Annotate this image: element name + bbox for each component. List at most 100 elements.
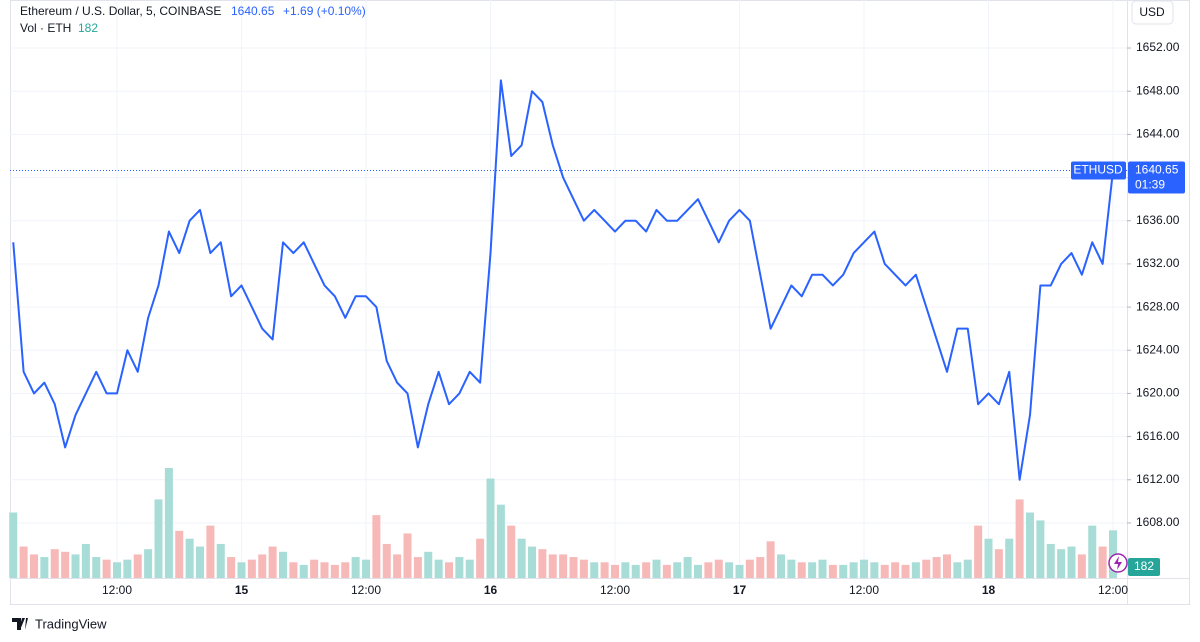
volume-bar — [1088, 525, 1097, 578]
volume-bar — [984, 538, 993, 578]
volume-bar — [206, 525, 215, 578]
volume-bar — [61, 551, 70, 578]
volume-bar — [974, 525, 983, 578]
volume-bar — [424, 551, 433, 578]
footer-brand: TradingView — [35, 616, 107, 631]
volume-bar — [756, 557, 765, 578]
volume-bar — [901, 564, 910, 578]
volume-bar — [1098, 546, 1107, 578]
x-tick-label: 18 — [982, 583, 996, 597]
volume-bar — [310, 559, 319, 578]
y-tick-label: 1652.00 — [1136, 40, 1180, 54]
volume-tag-label: 182 — [1134, 559, 1154, 573]
volume-bar — [40, 557, 49, 578]
volume-bar — [631, 564, 640, 578]
x-tick-label: 16 — [484, 583, 498, 597]
volume-bar — [455, 557, 464, 578]
volume-title: Vol · ETH — [20, 21, 71, 35]
volume-bar — [517, 538, 526, 578]
y-tick-label: 1608.00 — [1136, 515, 1180, 529]
volume-bar — [237, 562, 246, 578]
volume-bar — [528, 546, 536, 578]
volume-bar — [860, 559, 868, 578]
volume-bar — [745, 559, 754, 578]
volume-bar — [538, 549, 547, 578]
price-change: +1.69 (+0.10%) — [283, 4, 366, 18]
volume-value: 182 — [78, 21, 98, 35]
volume-bar — [828, 564, 837, 578]
volume-bar — [320, 562, 329, 578]
x-tick-label: 15 — [235, 583, 249, 597]
volume-bar — [922, 559, 931, 578]
y-tick-label: 1648.00 — [1136, 83, 1180, 97]
volume-bar — [144, 549, 153, 578]
volume-bar — [507, 525, 516, 578]
currency-label[interactable]: USD — [1139, 5, 1165, 19]
volume-bar — [258, 554, 267, 578]
volume-bar — [123, 559, 132, 578]
volume-bar — [953, 562, 962, 578]
volume-bar — [579, 559, 588, 578]
volume-bar — [1109, 530, 1117, 578]
y-tick-label: 1620.00 — [1136, 386, 1180, 400]
volume-bar — [382, 543, 391, 578]
axes: 1608.00 1612.00 1616.00 1620.00 1624.00 1628.… — [102, 40, 1185, 597]
volume-bar — [196, 546, 204, 578]
volume-bar — [413, 557, 422, 578]
volume-bar — [704, 562, 713, 578]
volume-bar — [1026, 512, 1034, 578]
volume-bar — [911, 562, 920, 578]
chart-frame — [10, 0, 1190, 605]
volume-bar — [590, 562, 599, 578]
volume-bar — [766, 541, 775, 578]
volume-bar — [268, 546, 277, 578]
volume-bar — [1077, 554, 1086, 578]
volume-bar — [797, 562, 806, 578]
volume-bar — [330, 564, 339, 578]
alert-bolt — [1114, 556, 1122, 570]
volume-bar — [289, 562, 298, 578]
volume-bar — [133, 554, 142, 578]
volume-bar — [496, 504, 505, 578]
volume-bar — [362, 559, 370, 578]
y-tick-label: 1624.00 — [1136, 342, 1180, 356]
currency-button[interactable] — [1131, 0, 1174, 25]
volume-bar — [642, 562, 651, 578]
volume-bar — [652, 559, 661, 578]
volume-pane — [9, 468, 1117, 578]
volume-bar — [19, 546, 28, 578]
countdown-label: 01:39 — [1135, 178, 1165, 192]
volume-bar — [9, 512, 18, 578]
volume-bar — [714, 559, 723, 578]
volume-bar — [725, 562, 734, 578]
symbol-title: Ethereum / U.S. Dollar, 5, COINBASE — [20, 4, 221, 18]
volume-bar — [216, 543, 225, 578]
x-tick-label: 17 — [733, 583, 747, 597]
volume-bar — [870, 562, 879, 578]
y-tick-label: 1632.00 — [1136, 256, 1180, 270]
volume-bar — [611, 564, 619, 578]
volume-bar — [351, 557, 360, 578]
volume-bar — [341, 562, 350, 578]
volume-bar — [559, 554, 568, 578]
price-tag — [1128, 161, 1185, 194]
volume-bar — [621, 562, 630, 578]
volume-bar — [465, 559, 474, 578]
volume-bar — [247, 559, 256, 578]
volume-bar — [279, 551, 287, 578]
x-tick-label: 12:00 — [849, 583, 879, 597]
volume-bar — [1067, 546, 1076, 578]
volume-bar — [175, 530, 184, 578]
price-line — [12, 79, 1114, 481]
volume-bar — [787, 559, 796, 578]
volume-bar — [1046, 543, 1055, 578]
volume-bar — [683, 557, 692, 578]
volume-bar — [932, 557, 941, 578]
volume-tag — [1128, 558, 1160, 576]
y-tick-label: 1628.00 — [1136, 299, 1180, 313]
volume-bar — [476, 538, 485, 578]
volume-bar — [1005, 538, 1014, 578]
volume-bar — [808, 562, 817, 578]
volume-bar — [963, 559, 972, 578]
